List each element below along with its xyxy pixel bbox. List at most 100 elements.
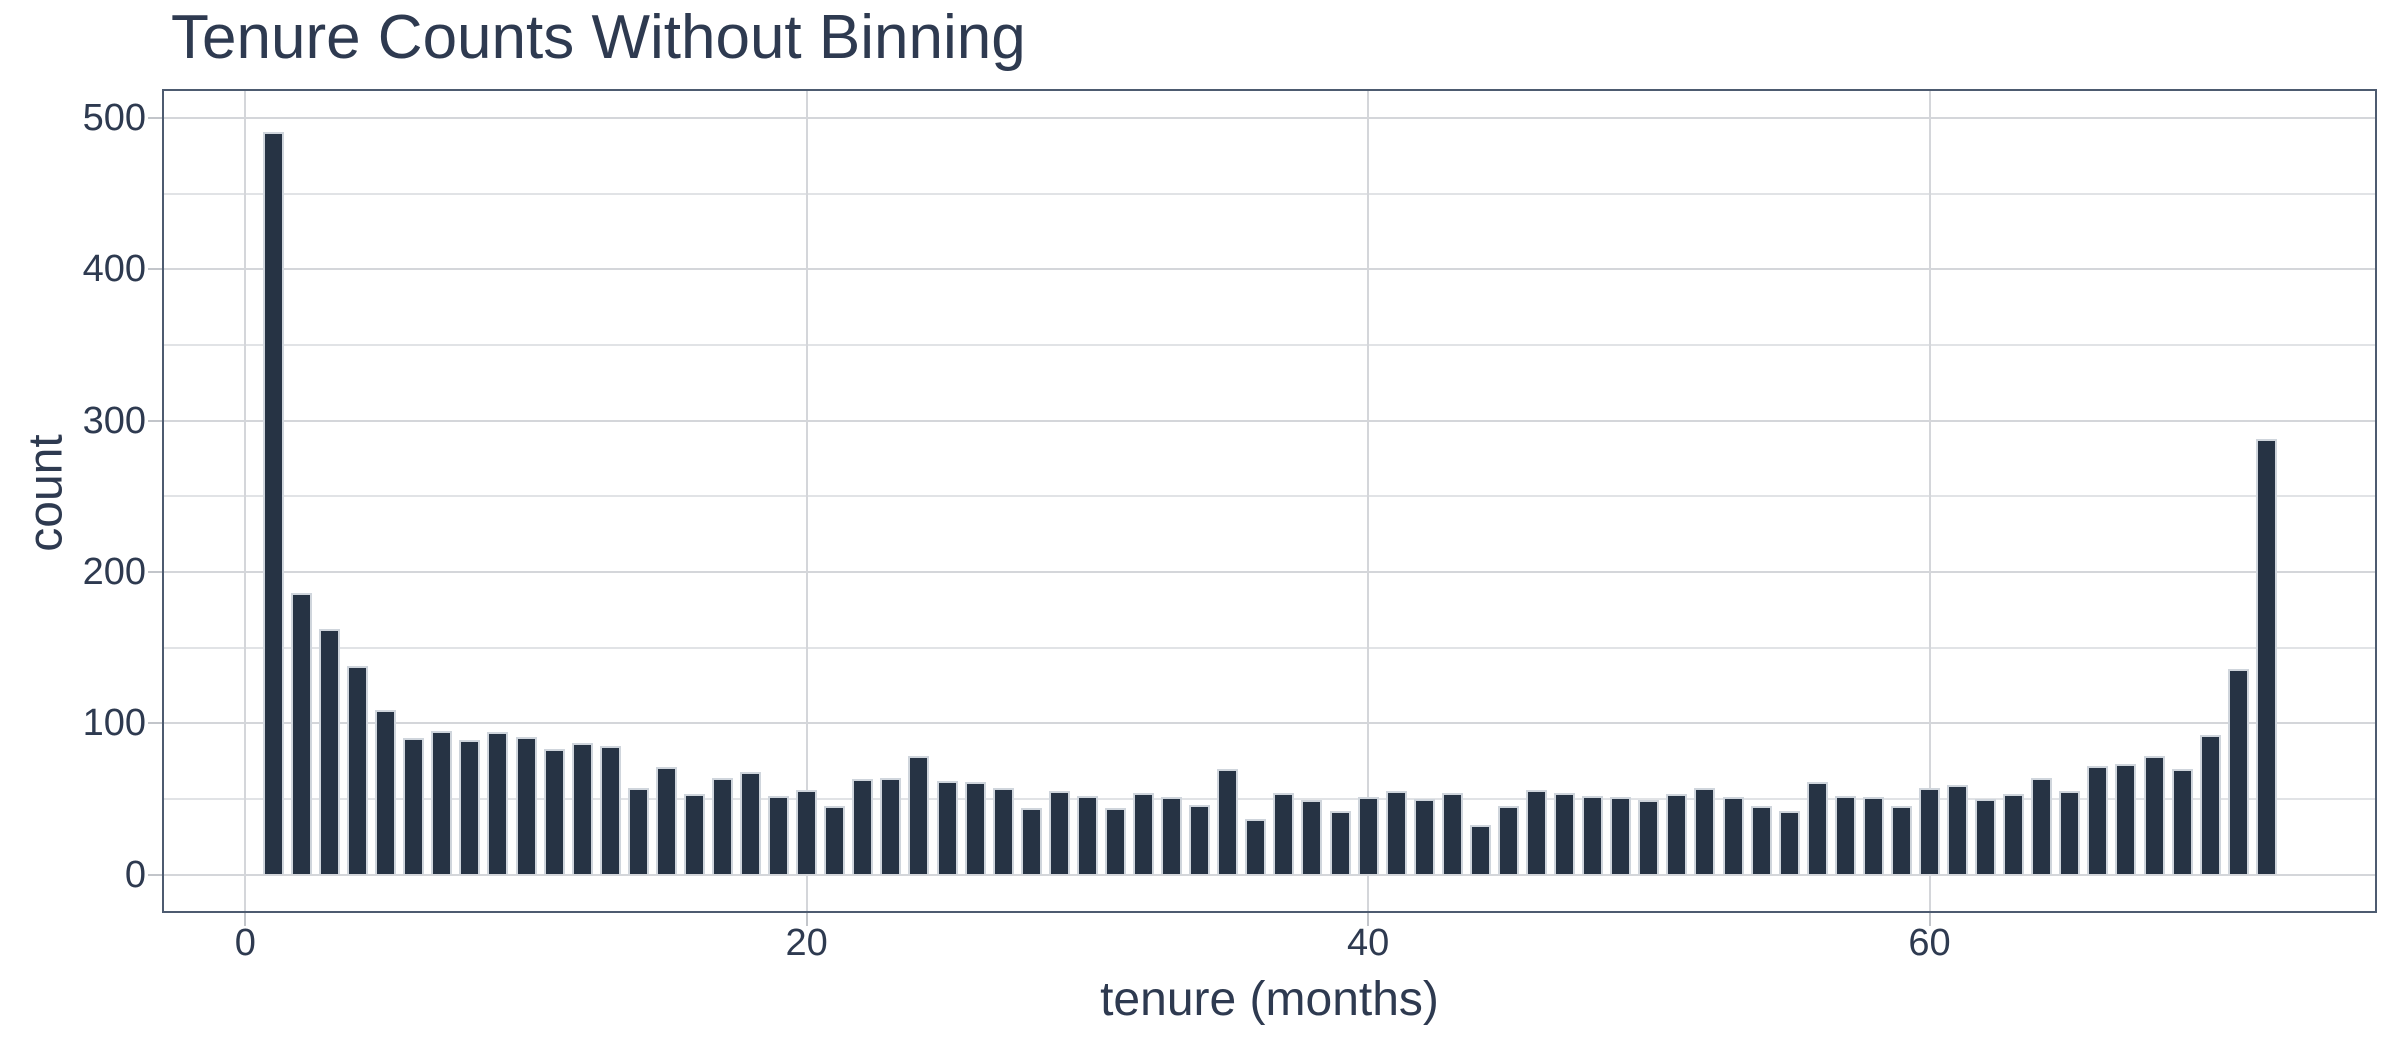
y-tick-mark bbox=[148, 117, 162, 119]
bar-tenure-49 bbox=[1610, 797, 1632, 875]
bar-tenure-27 bbox=[992, 788, 1014, 875]
bar-tenure-53 bbox=[1722, 797, 1744, 875]
y-tick-label: 100 bbox=[82, 702, 146, 745]
y-tick-label: 400 bbox=[82, 248, 146, 291]
bar-tenure-2 bbox=[290, 593, 312, 875]
x-tick-label: 0 bbox=[234, 922, 256, 964]
bar-tenure-34 bbox=[1189, 804, 1211, 875]
major-gridline-v bbox=[1928, 89, 1931, 913]
bar-tenure-56 bbox=[1806, 782, 1828, 875]
bar-tenure-23 bbox=[880, 777, 902, 875]
x-tick-mark bbox=[1928, 913, 1931, 926]
major-gridline-h bbox=[162, 570, 2377, 573]
chart-title: Tenure Counts Without Binning bbox=[171, 3, 1026, 72]
bar-tenure-9 bbox=[487, 732, 509, 875]
y-tick-mark bbox=[148, 873, 162, 876]
bar-tenure-67 bbox=[2115, 764, 2137, 875]
bar-tenure-37 bbox=[1273, 792, 1295, 875]
x-tick-label: 40 bbox=[1346, 922, 1390, 964]
bar-tenure-25 bbox=[936, 780, 958, 875]
bar-tenure-65 bbox=[2059, 791, 2081, 875]
bar-tenure-19 bbox=[768, 795, 790, 875]
bar-tenure-61 bbox=[1947, 785, 1969, 875]
bar-tenure-62 bbox=[1975, 798, 1997, 875]
bar-tenure-20 bbox=[796, 789, 818, 875]
x-tick-label: 20 bbox=[785, 922, 828, 964]
bar-tenure-12 bbox=[571, 742, 593, 875]
major-gridline-v bbox=[244, 89, 247, 913]
bar-tenure-22 bbox=[852, 779, 874, 875]
bar-tenure-26 bbox=[964, 782, 986, 875]
bar-tenure-63 bbox=[2003, 794, 2025, 875]
bar-tenure-54 bbox=[1750, 806, 1772, 875]
bar-tenure-4 bbox=[347, 665, 369, 875]
major-gridline-v bbox=[805, 89, 808, 913]
x-tick-mark bbox=[244, 913, 247, 926]
bar-tenure-59 bbox=[1890, 806, 1912, 875]
major-gridline-h bbox=[162, 873, 2377, 876]
bar-tenure-5 bbox=[375, 709, 397, 875]
y-tick-label: 300 bbox=[82, 399, 146, 442]
minor-gridline-h bbox=[162, 192, 2377, 195]
bar-tenure-30 bbox=[1076, 795, 1098, 875]
major-gridline-h bbox=[162, 722, 2377, 725]
bar-tenure-64 bbox=[2031, 777, 2053, 875]
minor-gridline-h bbox=[162, 797, 2377, 800]
x-tick-mark bbox=[805, 913, 808, 926]
bar-tenure-38 bbox=[1301, 800, 1323, 875]
y-tick-mark bbox=[148, 570, 162, 573]
major-gridline-h bbox=[162, 268, 2377, 271]
bar-tenure-13 bbox=[599, 745, 621, 875]
major-gridline-v bbox=[1367, 89, 1370, 913]
bar-tenure-7 bbox=[431, 730, 453, 875]
bar-tenure-41 bbox=[1385, 791, 1407, 875]
bar-tenure-10 bbox=[515, 736, 537, 875]
x-tick-label: 60 bbox=[1908, 922, 1951, 964]
bar-tenure-50 bbox=[1638, 800, 1660, 875]
bar-tenure-17 bbox=[711, 777, 733, 875]
bar-tenure-39 bbox=[1329, 810, 1351, 875]
bar-tenure-66 bbox=[2087, 765, 2109, 875]
bar-tenure-47 bbox=[1554, 792, 1576, 875]
bar-tenure-60 bbox=[1919, 788, 1940, 875]
bar-tenure-3 bbox=[319, 629, 340, 875]
bar-tenure-15 bbox=[655, 767, 677, 875]
major-gridline-h bbox=[162, 117, 2377, 119]
bar-tenure-68 bbox=[2143, 756, 2165, 875]
bar-tenure-29 bbox=[1048, 791, 1070, 875]
bar-tenure-6 bbox=[403, 738, 425, 875]
bar-tenure-70 bbox=[2199, 735, 2221, 875]
bar-tenure-46 bbox=[1526, 789, 1548, 875]
bar-tenure-51 bbox=[1666, 794, 1688, 875]
minor-gridline-h bbox=[162, 343, 2377, 346]
bar-tenure-55 bbox=[1778, 810, 1800, 875]
bar-tenure-31 bbox=[1104, 807, 1126, 875]
bar-tenure-24 bbox=[908, 756, 930, 875]
bar-tenure-45 bbox=[1497, 806, 1519, 875]
bar-tenure-57 bbox=[1834, 795, 1856, 875]
bar-tenure-48 bbox=[1582, 795, 1604, 875]
bar-tenure-42 bbox=[1413, 798, 1435, 875]
bar-tenure-28 bbox=[1020, 807, 1042, 875]
bar-tenure-21 bbox=[824, 806, 846, 875]
x-axis-label: tenure (months) bbox=[1100, 973, 1439, 1026]
y-tick-label: 500 bbox=[82, 97, 146, 139]
bar-tenure-32 bbox=[1133, 792, 1155, 875]
y-tick-label: 200 bbox=[82, 550, 146, 593]
bar-tenure-43 bbox=[1441, 792, 1463, 875]
minor-gridline-h bbox=[162, 495, 2377, 498]
bar-tenure-40 bbox=[1357, 797, 1379, 875]
bar-tenure-14 bbox=[627, 788, 649, 875]
bar-tenure-1 bbox=[262, 131, 284, 875]
y-tick-mark bbox=[148, 268, 162, 271]
major-gridline-h bbox=[162, 419, 2377, 422]
plot-panel bbox=[162, 89, 2377, 913]
y-tick-label: 0 bbox=[124, 853, 146, 896]
bar-tenure-44 bbox=[1469, 824, 1491, 875]
bar-tenure-8 bbox=[459, 739, 481, 875]
bar-tenure-36 bbox=[1245, 818, 1267, 875]
